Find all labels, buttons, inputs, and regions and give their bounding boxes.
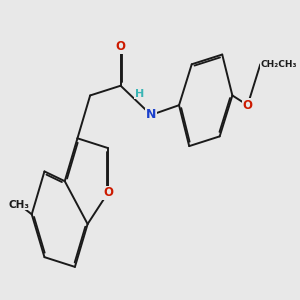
Text: H: H — [135, 88, 144, 98]
Text: O: O — [103, 186, 113, 200]
Text: N: N — [146, 108, 156, 122]
Text: O: O — [116, 40, 126, 53]
Text: O: O — [243, 99, 253, 112]
Text: CH₃: CH₃ — [8, 200, 29, 209]
Text: CH₂CH₃: CH₂CH₃ — [260, 60, 297, 69]
